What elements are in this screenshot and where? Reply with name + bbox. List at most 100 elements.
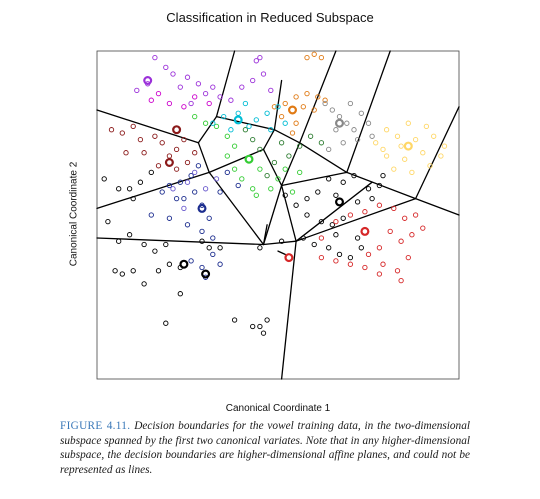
data-point	[282, 192, 288, 198]
data-point	[354, 235, 361, 241]
data-point	[192, 94, 198, 100]
data-point	[304, 54, 310, 61]
data-point	[134, 87, 140, 94]
data-point	[398, 143, 404, 149]
data-point	[318, 218, 325, 225]
decision-boundary-line	[215, 115, 276, 131]
data-point	[166, 153, 173, 159]
data-point	[152, 133, 158, 139]
data-point	[271, 159, 278, 166]
data-point	[192, 169, 198, 176]
data-point	[213, 176, 220, 182]
data-point	[376, 202, 383, 208]
data-point	[235, 110, 241, 116]
decision-boundary-line	[215, 50, 236, 118]
decision-boundary-line	[346, 50, 391, 174]
data-point	[336, 113, 343, 120]
data-point	[184, 179, 191, 185]
data-point	[318, 254, 325, 261]
data-point	[289, 189, 296, 195]
data-point	[387, 228, 393, 235]
class-centroid-marker	[164, 158, 174, 168]
data-point	[112, 268, 118, 274]
data-point	[206, 245, 212, 251]
data-point	[329, 107, 335, 113]
data-point	[253, 192, 259, 198]
x-axis-label: Canonical Coordinate 1	[225, 403, 331, 414]
data-point	[402, 215, 408, 221]
data-point	[228, 97, 234, 103]
data-point	[181, 104, 187, 110]
data-point	[373, 140, 379, 146]
data-point	[126, 186, 133, 192]
data-point	[130, 268, 136, 274]
data-point	[221, 113, 227, 120]
decision-boundary-line	[208, 171, 265, 246]
data-point	[217, 94, 223, 100]
data-point	[318, 54, 325, 61]
decision-boundary-line	[262, 224, 268, 246]
decision-boundaries	[96, 50, 460, 380]
decision-boundary-line	[273, 129, 301, 144]
data-point	[282, 120, 288, 126]
data-point	[166, 215, 173, 221]
data-point	[253, 117, 259, 123]
data-point	[278, 238, 285, 244]
data-point	[170, 186, 176, 192]
plot-frame	[96, 50, 460, 380]
data-point	[184, 159, 191, 166]
data-point	[300, 104, 306, 110]
data-point	[177, 179, 183, 185]
decision-boundary-line	[262, 129, 276, 151]
data-point	[438, 153, 444, 159]
data-point	[380, 146, 386, 153]
data-point	[282, 100, 288, 107]
data-point	[217, 261, 223, 267]
data-point	[152, 54, 158, 61]
data-point	[188, 172, 194, 179]
data-point	[351, 172, 357, 179]
decision-boundary-line	[414, 106, 460, 200]
data-point	[347, 100, 354, 107]
data-point	[268, 127, 274, 133]
data-point	[333, 127, 339, 133]
decision-boundary-line	[96, 171, 210, 210]
data-point	[231, 166, 238, 172]
data-point	[380, 261, 386, 267]
class-centroid-marker	[172, 125, 182, 135]
data-point	[380, 172, 386, 179]
data-point	[394, 133, 401, 139]
data-point	[318, 140, 325, 146]
data-point	[376, 182, 383, 189]
data-point	[126, 232, 133, 238]
data-point	[431, 133, 437, 139]
class-centroid-marker	[179, 259, 189, 269]
data-point	[257, 166, 263, 172]
data-point	[116, 186, 122, 192]
data-point	[311, 107, 317, 113]
data-point	[210, 235, 216, 241]
data-point	[340, 140, 346, 146]
data-point	[405, 120, 411, 126]
data-point	[304, 212, 310, 218]
data-point	[192, 150, 198, 156]
data-point	[336, 251, 343, 258]
data-point	[250, 136, 256, 143]
data-point	[155, 163, 162, 169]
data-point	[344, 120, 350, 126]
data-point	[423, 123, 430, 130]
data-point	[420, 225, 426, 231]
data-point	[166, 182, 173, 189]
decision-boundary-line	[280, 171, 348, 187]
data-point	[257, 146, 263, 153]
data-point	[181, 195, 187, 202]
data-point	[202, 120, 209, 126]
data-point	[289, 130, 296, 136]
class-centroid-marker	[288, 105, 298, 115]
data-point	[116, 238, 122, 244]
data-point	[383, 153, 390, 159]
data-point	[297, 169, 303, 176]
data-point	[155, 90, 162, 97]
data-point	[166, 261, 173, 267]
